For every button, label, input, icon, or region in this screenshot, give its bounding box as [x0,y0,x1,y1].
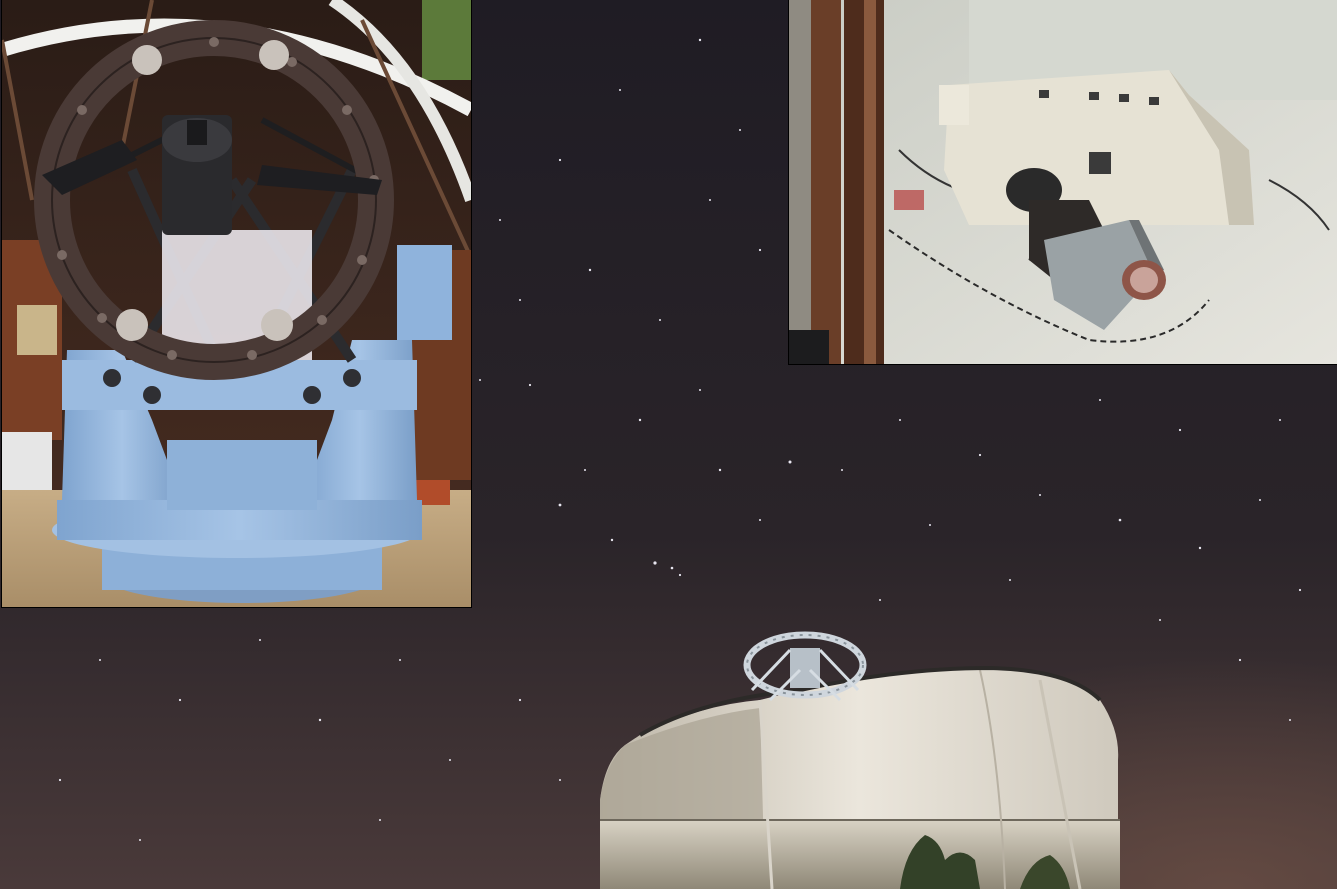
observatory-dome [600,665,1120,889]
telescope-mount-scene [2,0,471,607]
telescope-top-ring [743,631,867,702]
instrument-photo [789,0,1337,364]
telescope-mount-photo [2,0,471,607]
instrument-scene [789,0,1337,364]
stars [58,38,1302,841]
